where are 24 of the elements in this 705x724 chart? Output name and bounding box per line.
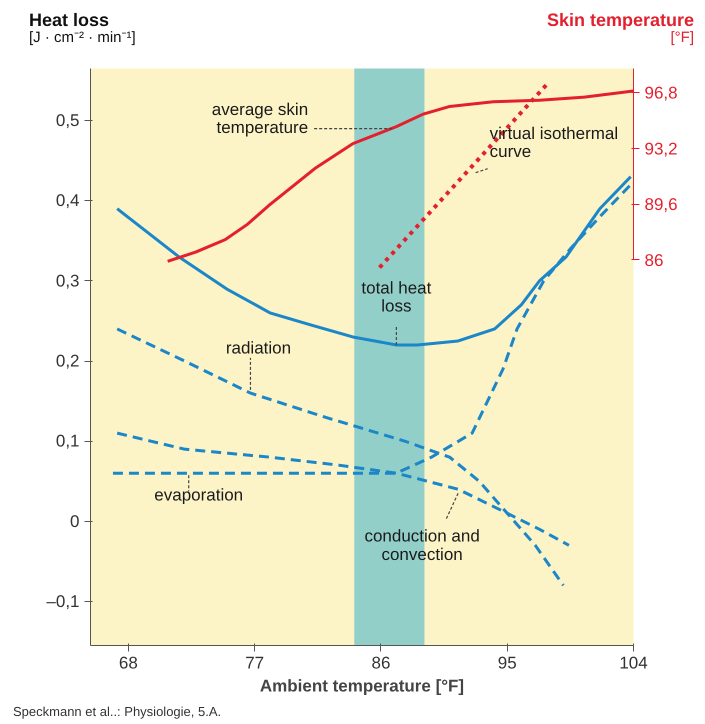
y-tick-label: 0,4 [56, 191, 80, 210]
y-tick-label: 0,2 [56, 352, 80, 371]
x-tick-label: 95 [498, 654, 517, 672]
x-axis-title: Ambient temperature [°F] [260, 676, 464, 696]
y2-axis-title: Skin temperature [°F] [546, 10, 694, 46]
y-tick-label: 0,1 [56, 432, 80, 451]
x-tick-label: 104 [619, 654, 648, 672]
y2-tick-label: 86 [644, 250, 664, 270]
y2-tick-label: 93,2 [644, 139, 678, 158]
annotation: radiation [226, 338, 292, 358]
y-tick-label: –0,1 [46, 592, 80, 611]
text: Speckmann et al..: Physiologie, 5.A. [13, 703, 222, 721]
annotation: evaporation [154, 486, 244, 505]
y-axis-title: Heat loss [J · cm⁻² · min⁻¹] [29, 10, 136, 46]
annotation: virtual isothermal curve [490, 124, 618, 162]
annotation: average skin temperature [212, 100, 308, 138]
y2-tick-label: 96,8 [644, 84, 678, 103]
x-tick-label: 77 [245, 654, 264, 672]
y-tick-label: 0 [70, 512, 80, 531]
y-tick-label: 0,3 [56, 271, 80, 290]
x-tick-label: 86 [371, 654, 390, 672]
y-tick-label: 0,5 [56, 111, 80, 130]
x-tick-label: 68 [118, 654, 138, 672]
y2-tick-label: 89,6 [644, 195, 678, 214]
